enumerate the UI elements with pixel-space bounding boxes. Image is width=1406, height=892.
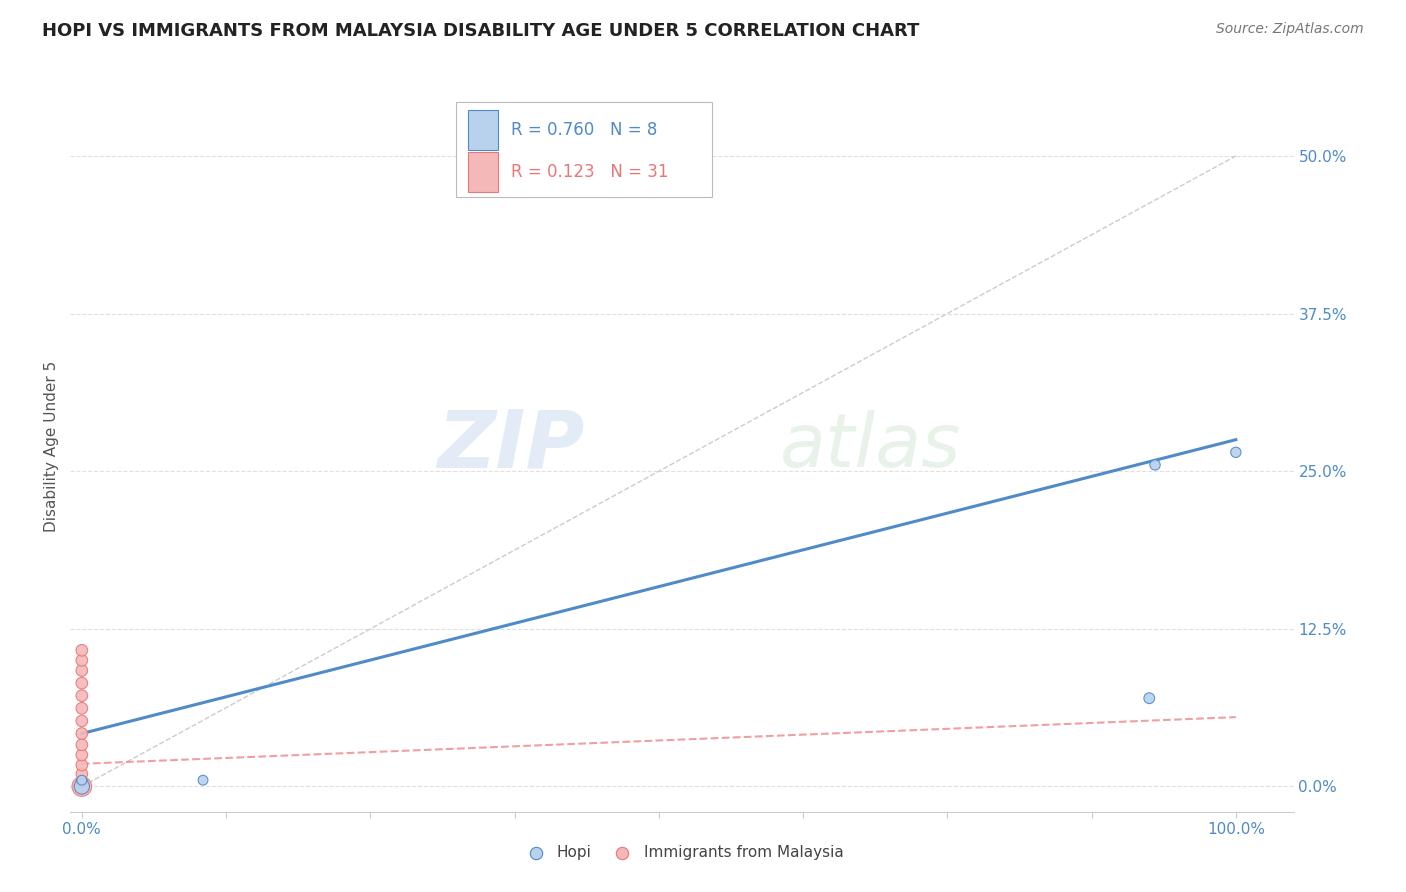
Y-axis label: Disability Age Under 5: Disability Age Under 5 (44, 360, 59, 532)
Point (70, 773, 93, 788)
Point (70, 780, 93, 794)
Legend: Hopi, Immigrants from Malaysia: Hopi, Immigrants from Malaysia (515, 839, 849, 866)
Text: R = 0.123   N = 31: R = 0.123 N = 31 (510, 162, 668, 181)
Point (70, 738, 93, 752)
Point (70, 676, 93, 690)
Point (70, 714, 93, 728)
Point (70, 643, 93, 657)
Point (1225, 445, 1247, 459)
Point (70, 653, 93, 667)
FancyBboxPatch shape (468, 152, 499, 192)
FancyBboxPatch shape (468, 110, 499, 150)
Point (1137, 691, 1160, 706)
Text: Source: ZipAtlas.com: Source: ZipAtlas.com (1216, 22, 1364, 37)
Text: R = 0.760   N = 8: R = 0.760 N = 8 (510, 121, 657, 139)
Point (70, 726, 93, 740)
Point (191, 773, 214, 788)
Point (1144, 458, 1167, 472)
Point (70, 664, 93, 678)
Text: ZIP: ZIP (437, 407, 583, 485)
Text: HOPI VS IMMIGRANTS FROM MALAYSIA DISABILITY AGE UNDER 5 CORRELATION CHART: HOPI VS IMMIGRANTS FROM MALAYSIA DISABIL… (42, 22, 920, 40)
Point (70, 780, 93, 794)
Point (70, 689, 93, 703)
Point (70, 747, 93, 762)
Text: atlas: atlas (780, 410, 962, 482)
Point (70, 758, 93, 772)
Point (70, 701, 93, 715)
FancyBboxPatch shape (456, 103, 713, 197)
Point (70, 774, 93, 789)
Point (70, 767, 93, 781)
